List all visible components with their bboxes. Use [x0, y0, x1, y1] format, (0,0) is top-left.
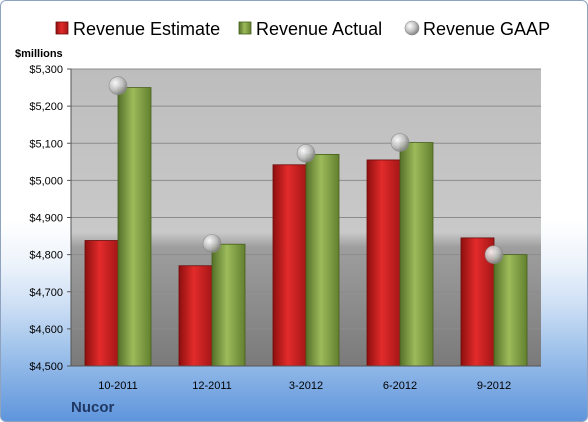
- bar-revenue-actual: [211, 243, 246, 367]
- y-tick-label: $4,800: [29, 250, 63, 262]
- bar-revenue-actual: [305, 153, 340, 367]
- bars: [84, 87, 528, 367]
- y-tick-label: $4,900: [29, 213, 63, 225]
- y-tick-label: $4,500: [29, 361, 63, 373]
- x-tick-label: 9-2012: [477, 380, 511, 392]
- company-name: Nucor: [71, 399, 115, 416]
- y-tick-label: $5,300: [29, 64, 63, 76]
- legend-swatch: [55, 21, 69, 35]
- x-axis-ticks: 10-2011 12-2011 3-2012 6-2012 9-2012: [98, 380, 511, 392]
- gaap-marker: [296, 143, 316, 163]
- legend-label: Revenue Actual: [256, 19, 382, 39]
- gaap-marker: [484, 245, 504, 264]
- x-tick-label: 6-2012: [383, 380, 417, 392]
- y-tick-label: $5,000: [29, 175, 63, 187]
- legend-swatch: [238, 21, 252, 35]
- bar-revenue-actual: [493, 254, 528, 367]
- y-tick-label: $5,100: [29, 138, 63, 150]
- y-tick-label: $4,700: [29, 287, 63, 299]
- bar-revenue-estimate: [366, 159, 401, 367]
- legend-label: Revenue Estimate: [73, 19, 220, 39]
- legend-swatch: [404, 20, 420, 36]
- x-tick-label: 12-2011: [192, 380, 232, 392]
- x-tick-label: 3-2012: [289, 380, 323, 392]
- bar-revenue-actual: [399, 142, 434, 367]
- x-tick-label: 10-2011: [98, 380, 138, 392]
- bar-revenue-estimate: [84, 240, 119, 367]
- gaap-marker: [390, 133, 410, 152]
- bar-revenue-estimate: [272, 164, 307, 367]
- y-axis-ticks: $4,500 $4,600 $4,700 $4,800 $4,900 $5,000 $5,1…: [29, 64, 541, 373]
- bar-revenue-actual: [117, 87, 152, 367]
- gaap-marker: [108, 76, 128, 96]
- legend: Revenue Estimate Revenue Actual Revenue GA…: [55, 19, 550, 39]
- gaap-marker: [202, 234, 222, 253]
- bar-revenue-estimate: [460, 237, 495, 367]
- gaap-markers: [108, 76, 504, 264]
- y-tick-label: $4,600: [29, 324, 63, 336]
- bar-revenue-estimate: [178, 265, 213, 367]
- y-axis-unit-label: $millions: [15, 48, 63, 60]
- legend-label: Revenue GAAP: [423, 19, 550, 39]
- y-tick-label: $5,200: [29, 101, 63, 113]
